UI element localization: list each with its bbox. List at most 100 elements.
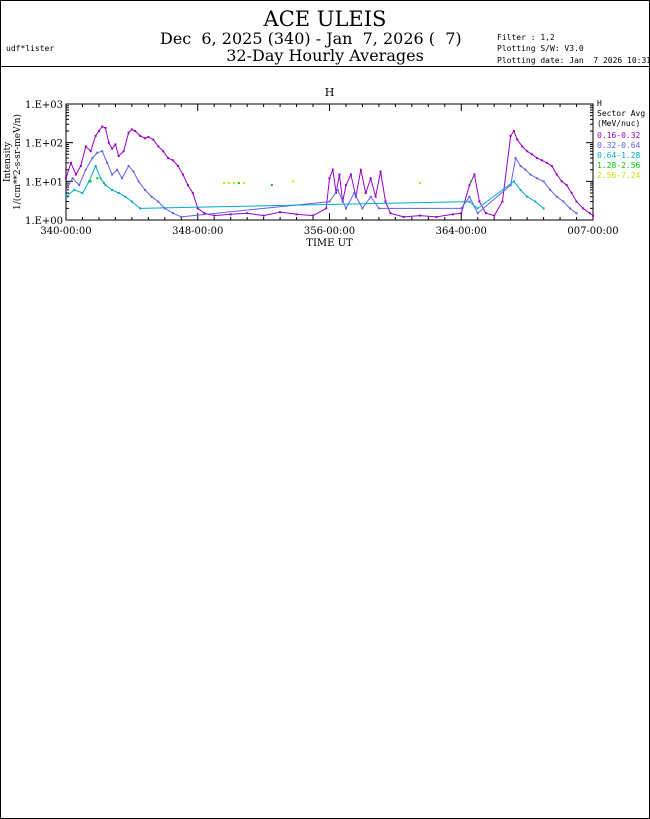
data-point [94, 164, 97, 167]
data-point [88, 180, 91, 183]
data-point [107, 141, 110, 144]
date-range: Dec 6, 2025 (340) - Jan 7, 2026 ( 7) [160, 29, 462, 48]
chart-title: H [325, 86, 335, 99]
x-axis-label: TIME UT [306, 238, 353, 249]
data-point [152, 138, 155, 141]
data-point [524, 168, 527, 171]
data-point [97, 130, 100, 133]
plot-frame [65, 103, 594, 221]
legend-entry: 2.56-7.24 [597, 171, 641, 180]
data-point [186, 184, 189, 187]
data-point [344, 184, 347, 187]
data-point [246, 212, 249, 215]
y-tick-label: 1.E+00 [25, 216, 63, 227]
software-label: Plotting S/W: V3.0 [497, 44, 584, 53]
data-point [96, 177, 99, 180]
data-point [78, 184, 81, 187]
data-point [69, 161, 72, 164]
data-point [279, 211, 282, 214]
data-point [104, 184, 107, 187]
data-point [101, 125, 104, 128]
data-point [534, 200, 537, 203]
data-point [232, 182, 235, 185]
data-point [172, 159, 175, 162]
data-point [536, 177, 539, 180]
data-point [203, 212, 206, 215]
data-point [460, 212, 463, 215]
data-point [196, 207, 199, 210]
data-point [555, 195, 558, 198]
legend-title: H [597, 99, 602, 108]
data-point [111, 147, 114, 150]
data-point [529, 173, 532, 176]
x-tick-label: 340-00:00 [40, 226, 91, 237]
data-point [549, 188, 552, 191]
data-point [71, 177, 74, 180]
data-point [167, 157, 170, 160]
data-point [374, 195, 377, 198]
data-point [526, 150, 529, 153]
data-point [65, 195, 67, 198]
data-point [531, 153, 534, 156]
data-point [127, 131, 130, 134]
data-point [150, 195, 153, 198]
data-point [132, 170, 135, 173]
data-point [336, 188, 339, 191]
data-point [127, 164, 130, 167]
y-axis-label-units: 1/(cm**2-s-sr-meV/n) [12, 114, 23, 210]
data-point [157, 145, 160, 148]
data-point [331, 168, 334, 171]
data-point [575, 200, 578, 203]
data-point [509, 184, 512, 187]
data-point [519, 164, 522, 167]
data-point [139, 134, 142, 137]
data-point [460, 207, 463, 210]
header-divider [0, 66, 650, 67]
data-point [89, 150, 92, 153]
data-point [191, 191, 194, 194]
data-point [79, 164, 82, 167]
data-point [84, 168, 87, 171]
data-point [84, 145, 87, 148]
legend-entry: 0.32-0.64 [597, 141, 641, 150]
data-point [270, 184, 273, 187]
data-point [545, 161, 548, 164]
data-point [419, 182, 422, 185]
data-point [180, 215, 183, 218]
data-point [512, 180, 515, 183]
data-point [117, 155, 120, 158]
data-point [242, 182, 245, 185]
data-point [542, 180, 545, 183]
data-point [509, 134, 512, 137]
data-point [514, 157, 517, 160]
data-point [582, 207, 585, 210]
data-point [295, 213, 298, 216]
data-point [81, 191, 84, 194]
data-point [139, 207, 142, 210]
filter-label: Filter : 1,2 [497, 33, 555, 42]
data-point [73, 188, 76, 191]
data-point [344, 207, 347, 210]
data-point [328, 177, 331, 180]
data-point [102, 182, 105, 185]
data-point [89, 180, 92, 183]
page-title: ACE ULEIS [263, 7, 387, 31]
legend-title: Sector Avg [597, 109, 645, 118]
x-tick-label: 356-00:00 [304, 226, 355, 237]
data-point [536, 157, 539, 160]
y-tick-label: 1.E+03 [25, 100, 63, 111]
data-point [134, 130, 137, 133]
data-point [516, 138, 519, 141]
data-point [588, 212, 591, 215]
data-point [476, 212, 479, 215]
data-point [484, 212, 487, 215]
data-point [419, 214, 422, 217]
data-point [325, 207, 328, 210]
data-point [402, 215, 405, 218]
data-point [91, 157, 94, 160]
data-point [473, 173, 476, 176]
data-point [435, 215, 438, 218]
data-point [359, 168, 362, 171]
data-point [349, 173, 352, 176]
x-tick-label: 007-00:00 [567, 226, 618, 237]
